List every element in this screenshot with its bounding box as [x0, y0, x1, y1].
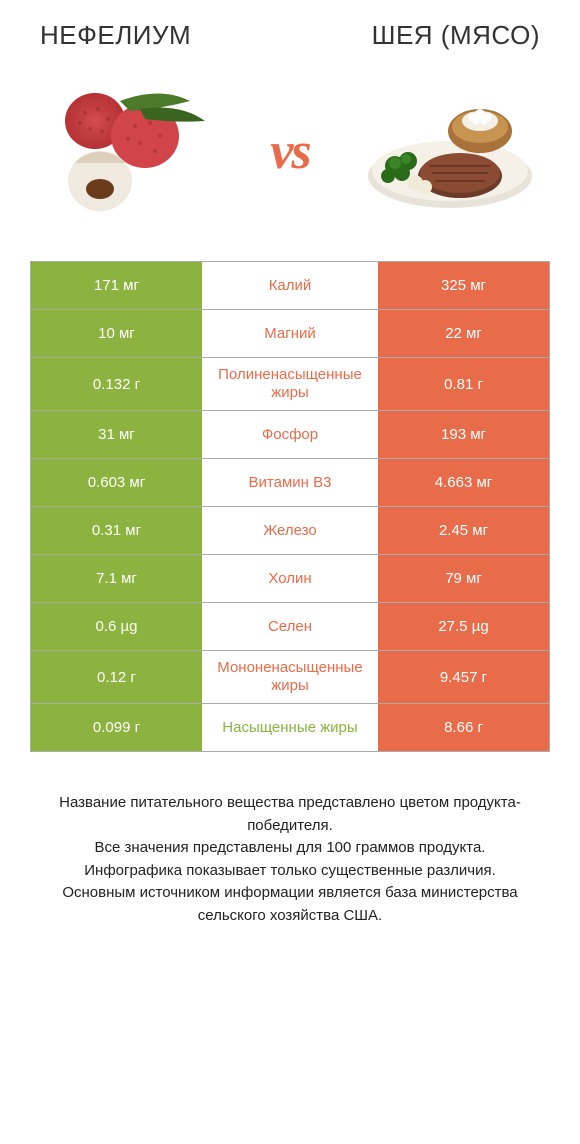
infographic-container: Нефелиум Шея (мясо): [0, 0, 580, 1144]
table-row: 31 мгФосфор193 мг: [31, 411, 549, 459]
nutrient-label: Магний: [202, 310, 378, 357]
product-left-title: Нефелиум: [40, 20, 191, 51]
nutrient-label: Мононенасыщенные жиры: [202, 651, 378, 703]
table-row: 7.1 мгХолин79 мг: [31, 555, 549, 603]
table-row: 0.6 µgСелен27.5 µg: [31, 603, 549, 651]
left-value: 0.12 г: [31, 651, 202, 703]
right-value: 4.663 мг: [378, 459, 549, 506]
vs-label: vs: [270, 122, 309, 181]
right-value: 79 мг: [378, 555, 549, 602]
right-value: 27.5 µg: [378, 603, 549, 650]
nutrient-label: Селен: [202, 603, 378, 650]
right-value: 22 мг: [378, 310, 549, 357]
table-row: 0.132 гПолиненасыщенные жиры0.81 г: [31, 358, 549, 411]
right-value: 8.66 г: [378, 704, 549, 751]
left-value: 0.31 мг: [31, 507, 202, 554]
right-value: 193 мг: [378, 411, 549, 458]
nutrient-label: Витамин B3: [202, 459, 378, 506]
left-value: 0.603 мг: [31, 459, 202, 506]
table-row: 10 мгМагний22 мг: [31, 310, 549, 358]
table-row: 171 мгКалий325 мг: [31, 262, 549, 310]
footer-note: Название питательного вещества представл…: [30, 792, 550, 927]
left-value: 0.6 µg: [31, 603, 202, 650]
right-value: 0.81 г: [378, 358, 549, 410]
left-value: 0.132 г: [31, 358, 202, 410]
table-row: 0.12 гМононенасыщенные жиры9.457 г: [31, 651, 549, 704]
images-row: vs: [30, 81, 550, 221]
nutrient-label: Фосфор: [202, 411, 378, 458]
product-right-image: [360, 81, 540, 221]
table-row: 0.31 мгЖелезо2.45 мг: [31, 507, 549, 555]
table-row: 0.099 гНасыщенные жиры8.66 г: [31, 704, 549, 752]
left-value: 7.1 мг: [31, 555, 202, 602]
product-right-title: Шея (мясо): [372, 20, 540, 51]
right-value: 325 мг: [378, 262, 549, 309]
product-left-image: [40, 81, 220, 221]
comparison-table: 171 мгКалий325 мг10 мгМагний22 мг0.132 г…: [30, 261, 550, 752]
left-value: 31 мг: [31, 411, 202, 458]
left-value: 10 мг: [31, 310, 202, 357]
right-value: 9.457 г: [378, 651, 549, 703]
left-value: 171 мг: [31, 262, 202, 309]
left-value: 0.099 г: [31, 704, 202, 751]
nutrient-label: Холин: [202, 555, 378, 602]
nutrient-label: Калий: [202, 262, 378, 309]
nutrient-label: Железо: [202, 507, 378, 554]
nutrient-label: Насыщенные жиры: [202, 704, 378, 751]
right-value: 2.45 мг: [378, 507, 549, 554]
header: Нефелиум Шея (мясо): [30, 20, 550, 51]
nutrient-label: Полиненасыщенные жиры: [202, 358, 378, 410]
table-row: 0.603 мгВитамин B34.663 мг: [31, 459, 549, 507]
